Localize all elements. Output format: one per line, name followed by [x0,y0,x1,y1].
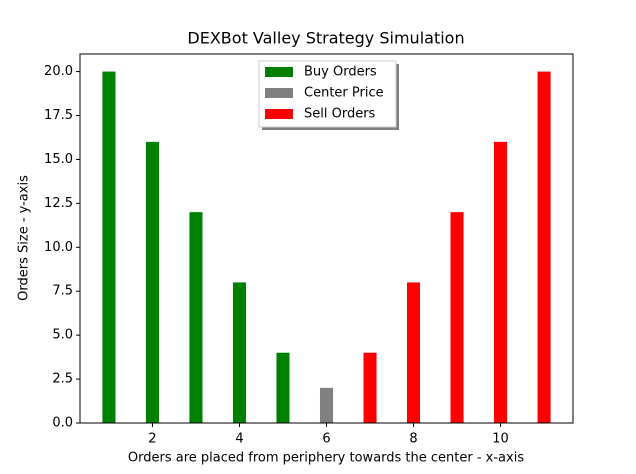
bar [102,71,116,424]
bar [319,387,334,423]
legend-swatch [265,109,293,119]
bar [537,71,551,424]
y-tick-label: 2.5 [52,372,73,387]
bar [145,141,159,423]
legend-swatch [265,67,293,77]
x-tick-label: 10 [492,432,509,447]
y-tick-label: 10.0 [44,240,73,255]
x-tick-label: 4 [235,432,243,447]
bar [363,352,377,423]
y-tick-label: 12.5 [44,196,73,211]
bar [494,141,508,423]
y-tick-label: 15.0 [44,152,73,167]
y-tick-label: 5.0 [52,328,73,343]
legend-swatch [265,88,293,98]
plot-frame [79,53,574,424]
legend-label: Center Price [304,86,384,101]
y-tick-label: 0.0 [52,416,73,431]
legend-label: Sell Orders [304,107,376,122]
x-tick-label: 8 [409,432,417,447]
y-tick-label: 7.5 [52,284,73,299]
chart-title: DEXBot Valley Strategy Simulation [187,29,464,48]
x-tick-label: 6 [322,432,330,447]
x-axis-label: Orders are placed from periphery towards… [128,451,524,466]
bar [276,352,290,423]
y-tick-label: 20.0 [44,64,73,79]
y-tick-label: 17.5 [44,108,73,123]
y-axis-label: Orders Size - y-axis [17,175,32,301]
bar [406,282,421,423]
bar [450,212,464,423]
legend-label: Buy Orders [304,65,377,80]
bar [232,282,247,423]
bar [189,212,203,423]
x-tick-label: 2 [148,432,156,447]
